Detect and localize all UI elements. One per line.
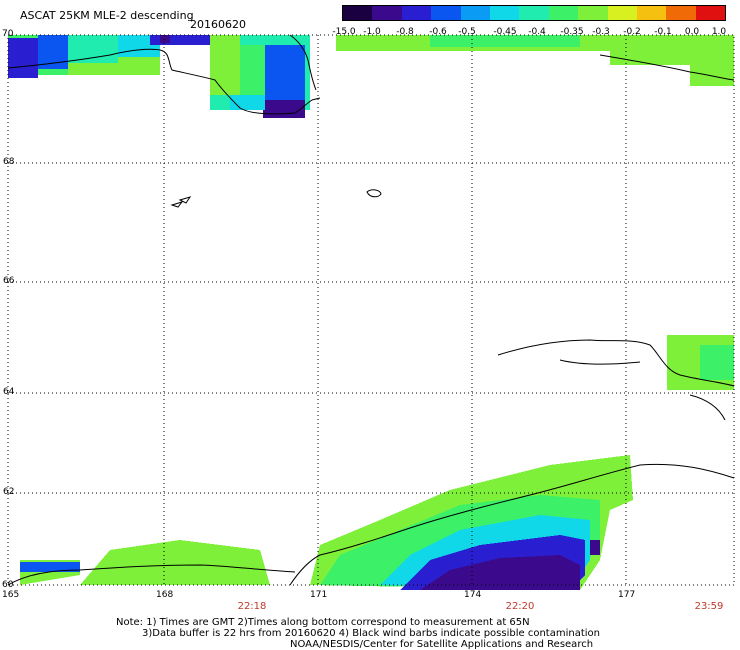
note-line-1: Note: 1) Times are GMT 2)Times along bot…	[116, 617, 530, 628]
lat-label: 64	[3, 387, 15, 397]
swath-cell	[150, 35, 220, 45]
lat-label: 60	[2, 580, 14, 590]
colorbar-labels: -15.0 -1.0 -0.8 -0.6 -0.5 -0.45 -0.4 -0.…	[0, 27, 740, 39]
colorbar-label: -0.35	[560, 27, 584, 37]
coastline	[366, 189, 382, 198]
colorbar	[342, 5, 726, 21]
colorbar-label: -0.6	[429, 27, 447, 37]
lon-label: 171	[310, 590, 328, 600]
colorbar-label: -0.3	[592, 27, 610, 37]
lat-label: 62	[3, 487, 15, 497]
credit-line: NOAA/NESDIS/Center for Satellite Applica…	[290, 639, 594, 650]
colorbar-label: 0.0	[684, 27, 700, 37]
swath-cell	[38, 35, 68, 69]
product-title: ASCAT 25KM MLE-2 descending	[20, 9, 194, 22]
colorbar-segment	[548, 6, 579, 20]
colorbar-segment	[666, 6, 696, 20]
data-swaths	[8, 35, 734, 590]
swath-cell	[80, 540, 270, 585]
lon-label: 177	[618, 590, 636, 600]
colorbar-segment	[519, 6, 549, 20]
swath-cell	[265, 45, 305, 110]
time-label: 23:59	[694, 601, 724, 612]
swath-cell	[420, 555, 580, 590]
coastline	[289, 34, 317, 91]
coastline	[599, 54, 735, 81]
lon-label: 165	[2, 590, 20, 600]
swath-cell	[210, 35, 240, 95]
swath-cell	[263, 100, 305, 118]
colorbar-label: -0.45	[493, 27, 517, 37]
time-label: 22:18	[237, 601, 267, 612]
colorbar-label: -0.1	[654, 27, 672, 37]
graticule	[8, 35, 734, 585]
coastline	[289, 463, 735, 586]
colorbar-segment	[578, 6, 608, 20]
colorbar-segment	[489, 6, 520, 20]
coastline	[7, 48, 161, 69]
time-label: 22:20	[505, 601, 535, 612]
colorbar-label: 1.0	[711, 27, 727, 37]
lat-label: 70	[2, 29, 14, 39]
swath-cell	[160, 35, 170, 43]
lon-label: 168	[156, 590, 174, 600]
lat-label: 66	[3, 276, 15, 286]
colorbar-segment	[372, 6, 402, 20]
swath-cell	[20, 562, 80, 572]
swath-cell	[430, 35, 580, 47]
lat-label: 68	[3, 157, 15, 167]
colorbar-label: -0.8	[396, 27, 414, 37]
coastline	[559, 359, 641, 365]
colorbar-segment	[695, 6, 726, 20]
colorbar-segment	[636, 6, 667, 20]
map-frame	[7, 34, 735, 586]
colorbar-label: -15.0	[332, 27, 356, 37]
coastline	[689, 394, 726, 421]
swath-cell	[240, 45, 265, 95]
swath-cell	[590, 540, 600, 555]
product-date: 20160620	[190, 18, 246, 31]
coastline	[497, 339, 735, 387]
coastline	[7, 564, 296, 586]
colorbar-segment	[607, 6, 637, 20]
swath-cell	[8, 38, 38, 78]
swath-cell	[68, 35, 118, 63]
colorbar-segment	[460, 6, 490, 20]
coastlines	[7, 34, 735, 586]
swath-cell	[690, 50, 734, 86]
colorbar-label: -0.4	[528, 27, 546, 37]
note-line-2: 3)Data buffer is 22 hrs from 20160620 4)…	[142, 628, 600, 639]
colorbar-segment	[401, 6, 432, 20]
coastline	[159, 49, 321, 115]
colorbar-segment	[431, 6, 461, 20]
colorbar-label: -0.5	[458, 27, 476, 37]
colorbar-label: -0.2	[623, 27, 641, 37]
coastline	[170, 201, 184, 208]
lon-label: 174	[464, 590, 482, 600]
swath-cell	[700, 345, 734, 380]
colorbar-label: -1.0	[363, 27, 381, 37]
colorbar-segment	[343, 6, 373, 20]
